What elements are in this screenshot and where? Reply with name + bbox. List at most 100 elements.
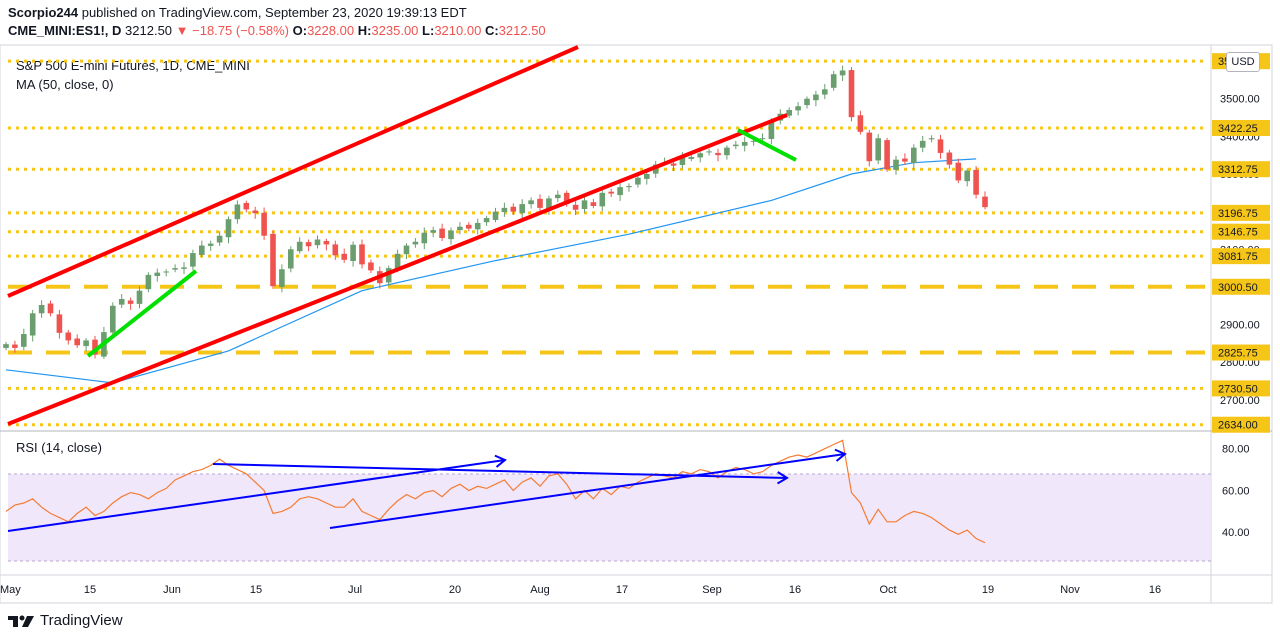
candle-body [617,187,623,196]
price-change: ▼ −18.75 (−0.58%) [175,23,289,38]
candle-body [537,198,543,208]
symbol-label: CME_MINI:ES1!, D [8,23,122,38]
candle-body [270,233,276,287]
candle-body [937,139,944,153]
candle-body [893,159,899,170]
candle-body [190,253,196,267]
price-tick-label: 2900.00 [1220,320,1260,332]
candle-body [252,210,258,214]
candle-body [768,121,775,139]
rsi-indicator-label: RSI (14, close) [16,440,102,455]
time-tick-label: 20 [449,584,461,596]
candle-body [973,169,979,195]
currency-button[interactable]: USD [1226,52,1260,72]
author-name[interactable]: Scorpio244 [8,5,79,20]
time-tick-label: May [0,584,21,596]
footer-brand[interactable]: TradingView [40,612,123,629]
low-label: L: [422,23,435,38]
candle-body [154,272,161,277]
candle-body [430,230,436,233]
tradingview-logo-icon[interactable] [8,613,34,629]
candle-body [199,245,205,255]
level-price-badge [1212,119,1270,136]
horizontal-levels [8,59,1205,427]
candle-body [341,253,347,260]
candle-body [563,192,570,205]
candle-body [466,224,472,229]
candle-body [314,239,321,246]
level-price-badge [1212,380,1270,397]
candle-body [323,241,330,245]
level-price-label: 2730.50 [1218,383,1258,395]
candle-body [448,230,454,240]
candle-body [145,274,152,290]
candle-body [679,157,686,165]
candle-body [599,192,606,207]
rsi-tick-label: 60.00 [1222,485,1250,497]
candle-body [279,269,285,287]
candle-body [955,162,962,181]
candle-body [822,89,828,95]
candle-body [804,98,810,106]
time-tick-label: Sep [702,584,722,596]
time-tick-label: Nov [1060,584,1080,596]
candle-body [207,243,214,246]
candle-body [590,202,597,206]
ma50-line [5,158,977,384]
candle-body [733,144,739,147]
level-price-badge [1212,223,1270,240]
candle-body [581,200,588,210]
candle-body [492,211,499,220]
candle-body [21,334,27,347]
level-price-label: 3146.75 [1218,227,1258,239]
ohlc-row: CME_MINI:ES1!, D 3212.50 ▼ −18.75 (−0.58… [8,23,546,38]
rsi-trend-arrow-1-head [494,454,507,468]
candle-body [946,152,953,165]
candle-body [288,249,294,269]
candle-body [403,245,410,255]
time-tick-label: 19 [982,584,994,596]
candle-body [644,174,650,179]
high-value: 3235.00 [371,23,419,38]
green-trendline [86,269,198,358]
published-text: published on TradingView.com, September … [81,5,467,20]
candle-body [127,300,134,304]
level-price-badge [1212,344,1270,361]
chart-frame [0,44,1273,604]
candle-body [29,313,36,336]
candle-body [964,170,970,182]
candle-body [866,132,873,162]
ma50-path [5,158,977,384]
candle-body [848,70,855,118]
candle-body [412,241,419,245]
candle-body [501,207,508,213]
level-price-label: 2634.00 [1218,420,1258,432]
candle-body [528,200,534,205]
candle-body [368,262,374,271]
candle-body [172,268,178,270]
candle-body [83,340,89,347]
level-price-label: 3081.75 [1218,251,1258,263]
time-tick-label: Jun [163,584,181,596]
level-price-badge [1212,278,1270,295]
time-tick-label: 15 [84,584,96,596]
candle-body [795,106,801,111]
time-tick-label: 17 [616,584,628,596]
open-value: 3228.00 [307,23,355,38]
level-price-badge [1212,248,1270,265]
candle-body [181,267,187,269]
candle-body [74,338,80,346]
candle-body [670,163,677,166]
candle-body [332,244,339,256]
green-trendline-2 [737,128,797,162]
candle-body [510,206,517,212]
candle-body [635,177,641,185]
candle-body [118,298,125,305]
candle-body [626,186,632,188]
candle-body [296,241,303,252]
close-label: C: [484,23,499,38]
candle-body [902,158,908,162]
candle-body [56,314,63,333]
low-value: 3210.00 [434,23,482,38]
